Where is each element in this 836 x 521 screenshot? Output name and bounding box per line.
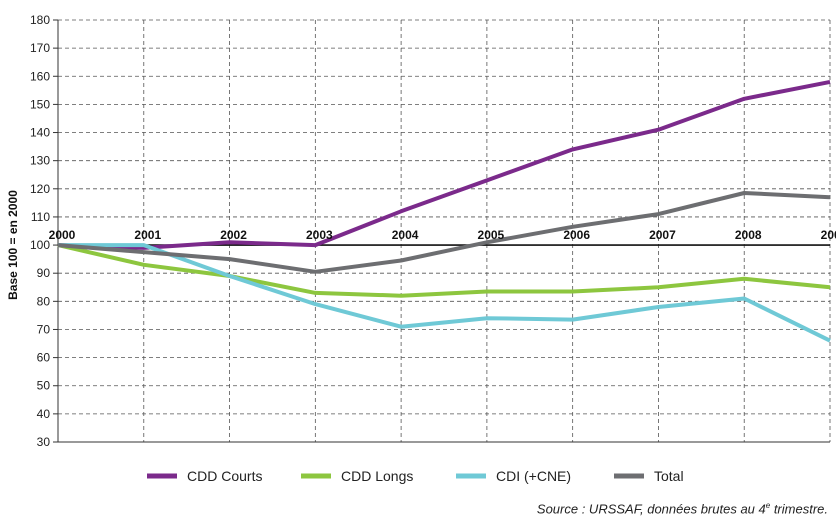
legend-label: CDD Longs [341, 468, 413, 484]
x-category-label: 2007 [649, 228, 676, 242]
x-category-label: 2008 [735, 228, 762, 242]
legend: CDD Courts CDD Longs CDI (+CNE) Total [147, 468, 684, 484]
y-tick-label: 180 [30, 13, 50, 27]
legend-label: CDI (+CNE) [496, 468, 571, 484]
y-tick-label: 160 [30, 69, 50, 83]
grid [57, 19, 831, 443]
axes [53, 19, 830, 443]
source-text: Source : URSSAF, données brutes au 4 [536, 501, 766, 517]
legend-label: Total [654, 468, 684, 484]
y-tick-label: 90 [37, 266, 51, 280]
legend-item: Total [614, 468, 684, 484]
line-chart: 30 40 50 60 70 80 90 100 110 120 130 140 150 160 170 18… [6, 13, 836, 484]
source-suffix: trimestre. [770, 501, 828, 517]
series-line-cdd-longs [57, 243, 831, 298]
x-category-labels: 2000 2001 2002 2003 2004 2005 2006 2007 2008 2009 [49, 228, 836, 242]
y-tick-label: 120 [30, 182, 50, 196]
y-tick-label: 60 [37, 351, 51, 365]
series-line-cdi-cne [58, 243, 831, 343]
x-category-label: 2000 [49, 228, 76, 242]
x-category-label: 2006 [563, 228, 590, 242]
y-tick-label: 40 [37, 407, 51, 421]
y-tick-label: 70 [37, 322, 51, 336]
legend-item: CDD Courts [147, 468, 262, 484]
legend-item: CDD Longs [301, 468, 413, 484]
y-tick-label: 170 [30, 41, 50, 55]
y-tick-label: 30 [37, 435, 51, 449]
x-category-label: 2001 [134, 228, 161, 242]
y-tick-label: 110 [31, 210, 50, 224]
y-tick-label: 100 [30, 238, 50, 252]
series-lines [57, 79, 831, 343]
x-category-label: 2005 [478, 228, 505, 242]
y-axis-label: Base 100 = en 2000 [6, 190, 20, 300]
y-tick-label: 130 [30, 154, 50, 168]
y-tick-labels: 30 40 50 60 70 80 90 100 110 120 130 140 150 160 170 18… [30, 13, 50, 449]
x-category-label: 2004 [392, 228, 419, 242]
series-line-cdd-courts [57, 79, 831, 250]
source-superscript: e [765, 501, 771, 510]
y-tick-label: 150 [30, 97, 50, 111]
y-tick-label: 80 [37, 294, 51, 308]
y-tick-label: 50 [37, 379, 51, 393]
source-note: Source : URSSAF, données brutes au 4e tr… [537, 501, 828, 516]
legend-label: CDD Courts [187, 468, 262, 484]
x-category-label: 2003 [306, 228, 333, 242]
x-category-label: 2009 [821, 228, 836, 242]
series-line-total [57, 191, 831, 274]
legend-item: CDI (+CNE) [456, 468, 571, 484]
y-tick-label: 140 [30, 126, 50, 140]
x-category-label: 2002 [220, 228, 247, 242]
